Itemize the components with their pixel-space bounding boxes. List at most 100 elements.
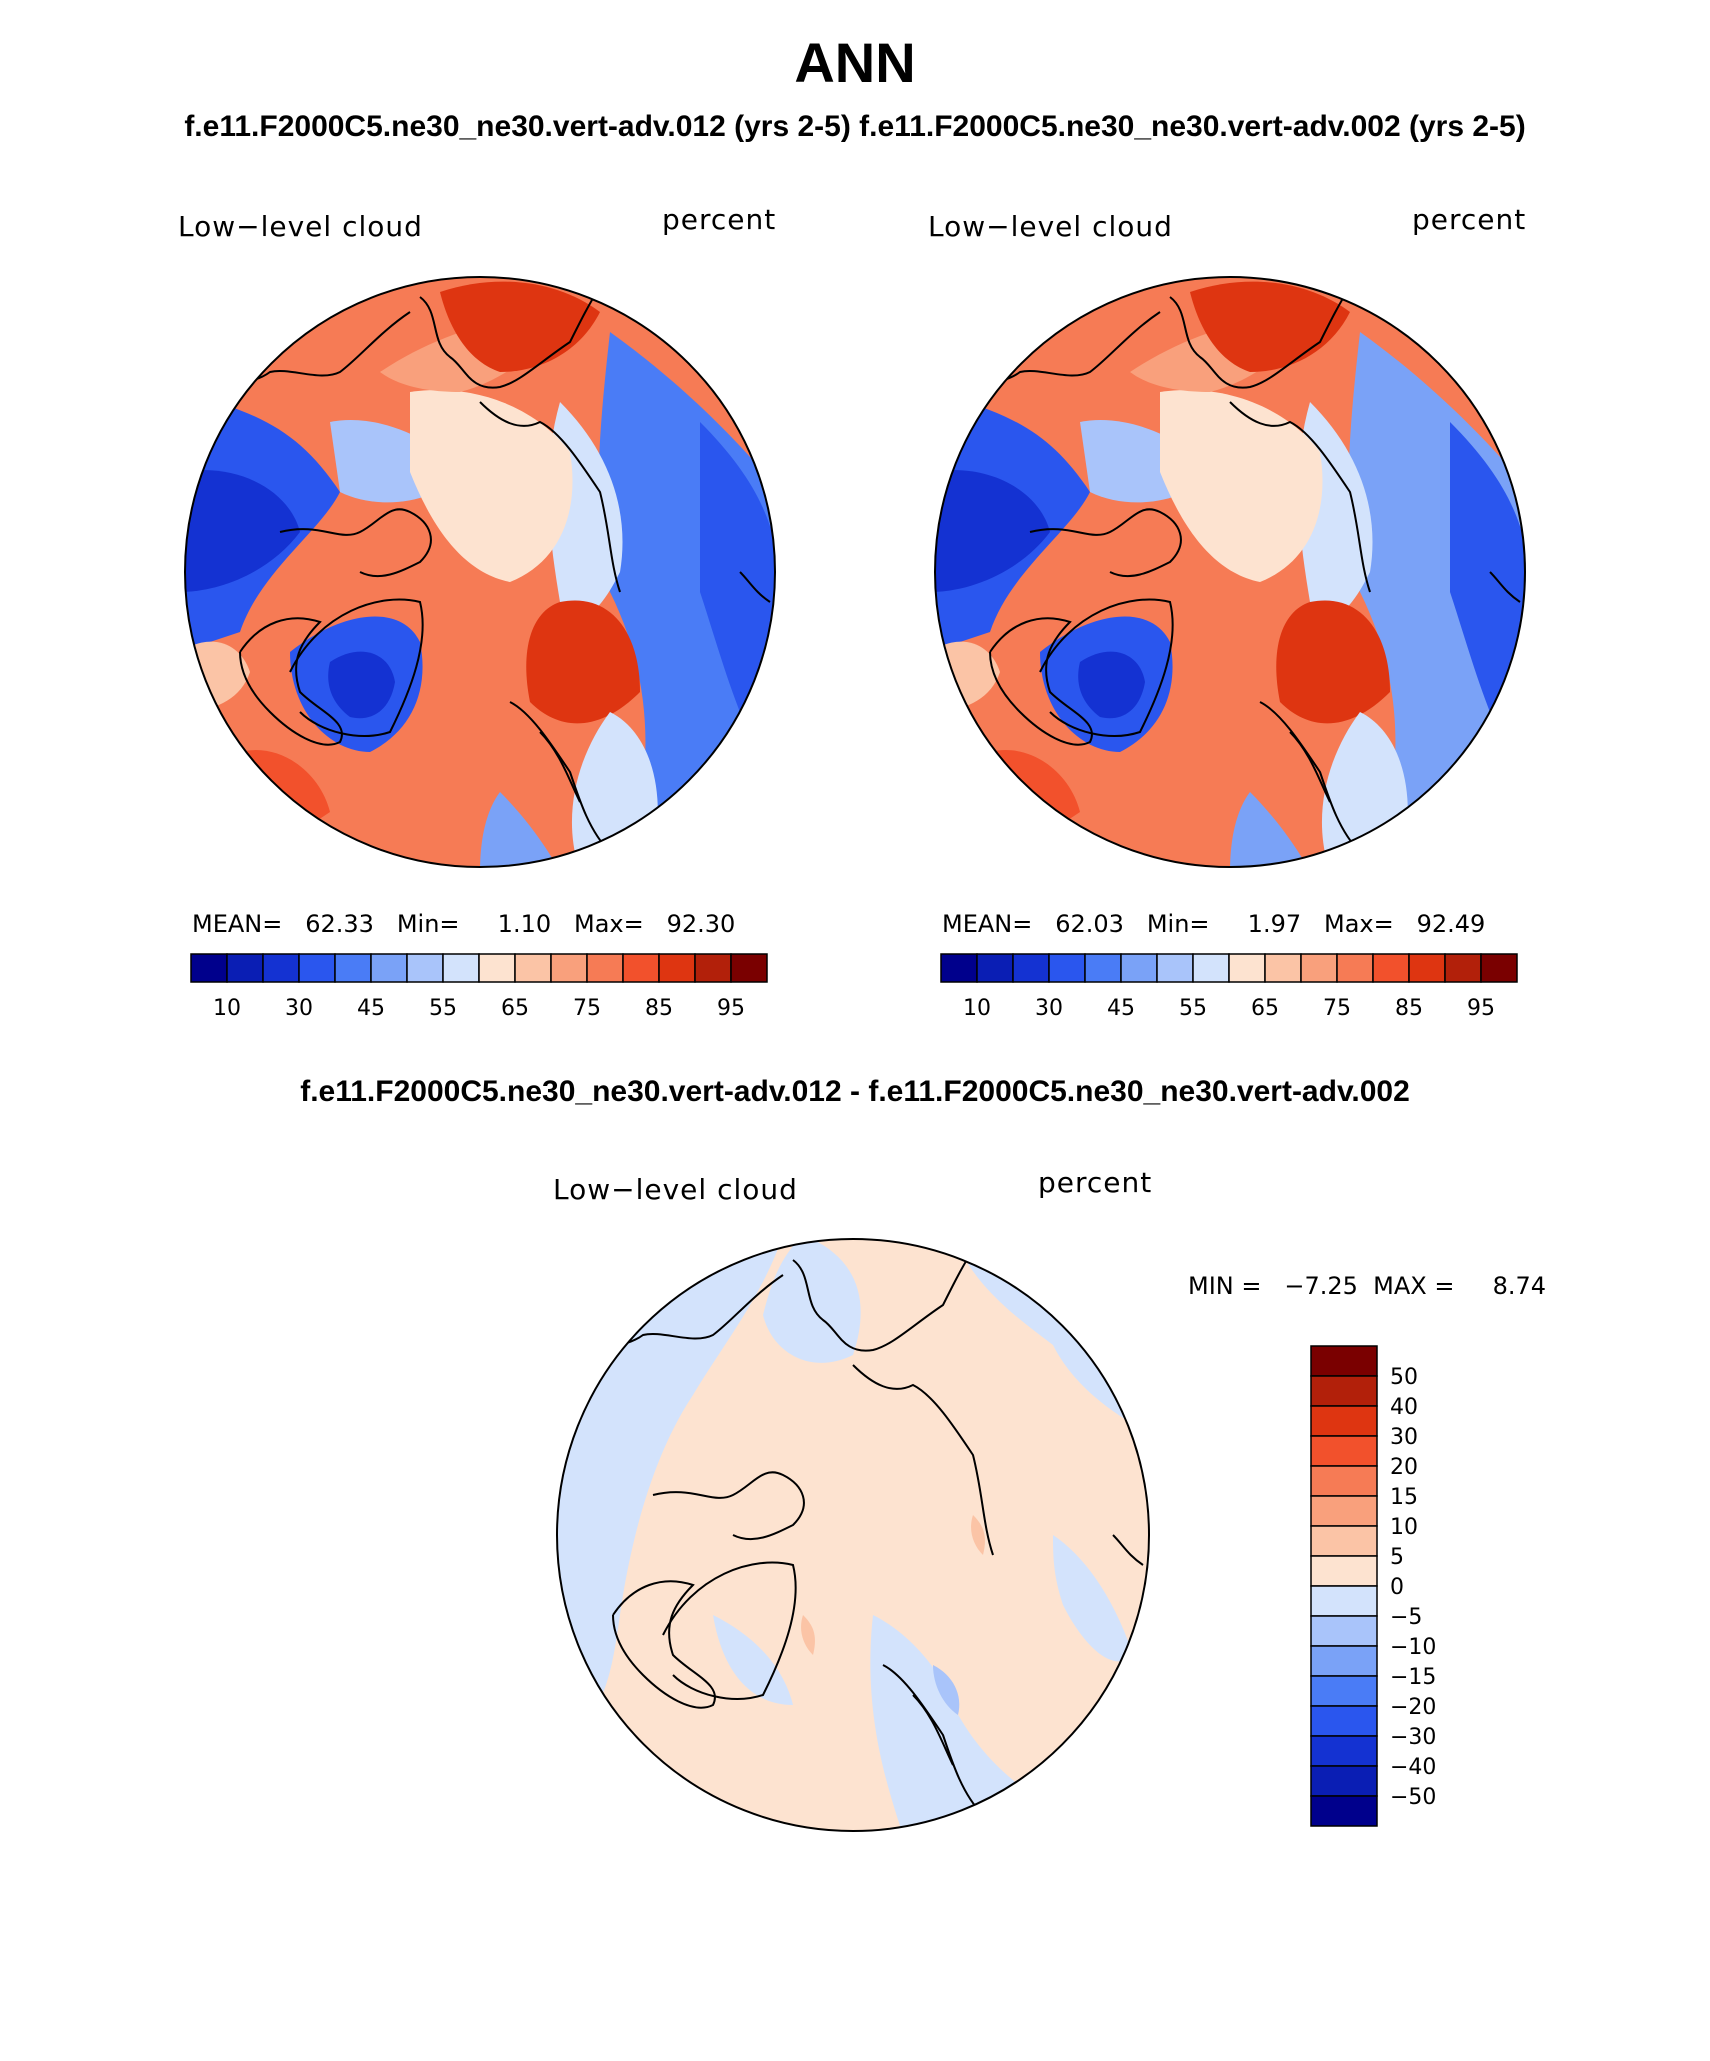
panel1-colorbar-swatch [406,953,444,983]
difference-map-border [556,1238,1150,1832]
difference-colorbar-swatch [1310,1465,1378,1497]
panel2-colorbar-swatch [1156,953,1194,983]
panel1-colorbar-swatch [190,953,228,983]
panel1-colorbar-tick-label: 55 [429,996,457,1021]
panel2-colorbar-tick-label: 85 [1395,996,1423,1021]
difference-colorbar-tick-label: −50 [1390,1785,1436,1810]
panel2-colorbar-tick-label: 65 [1251,996,1279,1021]
panel1-colorbar-swatch [262,953,300,983]
panel2-colorbar-swatch [976,953,1014,983]
panel2-colorbar-tick-label: 95 [1467,996,1495,1021]
panel1-units-label: percent [662,203,777,236]
panel2-colorbar-tick-label: 55 [1179,996,1207,1021]
panel2-colorbar-swatch [1300,953,1338,983]
panel1-stats: MEAN= 62.33 Min= 1.10 Max= 92.30 [192,910,736,938]
panel1-colorbar-swatch [514,953,552,983]
difference-colorbar-swatch [1310,1705,1378,1737]
difference-colorbar-tick-label: 20 [1390,1455,1418,1480]
difference-colorbar-swatch [1310,1495,1378,1527]
panel2-stats: MEAN= 62.03 Min= 1.97 Max= 92.49 [942,910,1486,938]
panel2-colorbar-swatch [1336,953,1374,983]
difference-title: f.e11.F2000C5.ne30_ne30.vert-adv.012 - f… [300,1075,1410,1108]
difference-colorbar-tick-label: −10 [1390,1635,1436,1660]
panel2-variable-label: Low−level cloud [928,210,1173,243]
difference-colorbar-swatch [1310,1735,1378,1767]
panel2-colorbar-swatch [1084,953,1122,983]
difference-colorbar-tick-label: 30 [1390,1425,1418,1450]
panel1-colorbar-swatch [478,953,516,983]
panel2-colorbar-swatch [1228,953,1266,983]
difference-colorbar-swatch [1310,1675,1378,1707]
difference-colorbar-tick-label: 5 [1390,1545,1404,1570]
panel1-variable-label: Low−level cloud [178,210,423,243]
difference-colorbar-swatch [1310,1555,1378,1587]
difference-colorbar-swatch [1310,1765,1378,1797]
difference-colorbar-tick-label: 50 [1390,1365,1418,1390]
panel2-colorbar-swatch [1480,953,1518,983]
difference-colorbar-swatch [1310,1645,1378,1677]
panel1-colorbar-swatch [730,953,768,983]
panel1-colorbar-swatch [334,953,372,983]
panel1-map-border [184,276,776,868]
panel2-colorbar-swatch [1048,953,1086,983]
panel1-colorbar-tick-label: 10 [213,996,241,1021]
panel1-colorbar-tick-label: 95 [717,996,745,1021]
difference-colorbar-tick-label: −40 [1390,1755,1436,1780]
figure-title: ANN [794,31,916,94]
panel2-colorbar-swatch [1372,953,1410,983]
panel2-colorbar-tick-label: 75 [1323,996,1351,1021]
panel2-colorbar-swatch [940,953,978,983]
panel2-colorbar-swatch [1012,953,1050,983]
panel1-cloud-field [185,277,775,867]
difference-polar-map [556,1238,1150,1832]
panel1-colorbar-swatch [658,953,696,983]
panel2-cloud-field [935,277,1525,867]
difference-colorbar-swatch [1310,1795,1378,1827]
panel2-colorbar-swatch [1120,953,1158,983]
panel1-colorbar-tick-label: 30 [285,996,313,1021]
panel2-colorbar-tick-label: 30 [1035,996,1063,1021]
panel2-polar-map [934,276,1526,868]
panel1-colorbar-swatch [622,953,660,983]
diff-variable-label: Low−level cloud [553,1173,798,1206]
difference-colorbar-tick-label: 40 [1390,1395,1418,1420]
panel1-colorbar-swatch [442,953,480,983]
panel2-colorbar-swatch [1444,953,1482,983]
panel1-colorbar-swatch [586,953,624,983]
difference-colorbar-swatch [1310,1345,1378,1377]
panel1-colorbar: 10 30 45 55 65 75 85 95 [190,953,768,1021]
difference-colorbar-swatch [1310,1525,1378,1557]
panel1-polar-map [184,276,776,868]
difference-colorbar-tick-label: 0 [1390,1575,1404,1600]
diff-units-label: percent [1038,1166,1153,1199]
difference-colorbar-swatch [1310,1375,1378,1407]
panel1-colorbar-tick-label: 75 [573,996,601,1021]
panel2-units-label: percent [1412,203,1527,236]
panel1-colorbar-tick-label: 45 [357,996,385,1021]
difference-stats: MIN = −7.25 MAX = 8.74 [1188,1272,1547,1300]
panel2-map-border [934,276,1526,868]
panel1-colorbar-swatch [370,953,408,983]
difference-cloud-field [557,1239,1149,1831]
difference-colorbar-swatch [1310,1405,1378,1437]
difference-colorbar-swatch [1310,1615,1378,1647]
difference-colorbar-swatch [1310,1585,1378,1617]
panel2-colorbar-swatch [1408,953,1446,983]
difference-colorbar-swatch [1310,1435,1378,1467]
panel2-colorbar-swatch [1192,953,1230,983]
panel1-colorbar-tick-label: 65 [501,996,529,1021]
difference-colorbar-tick-label: −15 [1390,1665,1436,1690]
difference-colorbar-tick-label: 15 [1390,1485,1418,1510]
difference-colorbar-tick-label: −5 [1390,1605,1422,1630]
panel1-colorbar-tick-label: 85 [645,996,673,1021]
panel1-colorbar-swatch [550,953,588,983]
panel2-colorbar-swatch [1264,953,1302,983]
panel1-colorbar-swatch [298,953,336,983]
panel1-colorbar-swatch [694,953,732,983]
difference-colorbar-tick-label: −30 [1390,1725,1436,1750]
panel2-colorbar: 10 30 45 55 65 75 85 95 [940,953,1518,1021]
panel1-colorbar-swatch [226,953,264,983]
difference-colorbar-tick-label: 10 [1390,1515,1418,1540]
case-titles: f.e11.F2000C5.ne30_ne30.vert-adv.012 (yr… [184,110,1526,143]
